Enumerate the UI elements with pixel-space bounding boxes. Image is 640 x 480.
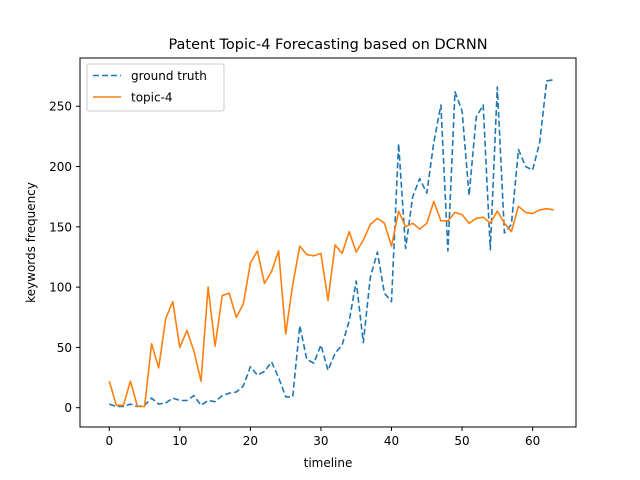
y-tick-label: 100: [49, 281, 72, 295]
x-tick-label: 10: [172, 434, 187, 448]
plot-area: [80, 58, 576, 427]
legend-label-ground-truth: ground truth: [131, 69, 207, 83]
x-axis: 0 10 20 30 40 50 60: [105, 427, 540, 448]
legend-label-topic-4: topic-4: [131, 91, 173, 105]
series-layer: [109, 80, 554, 407]
plot-frame: [80, 58, 576, 427]
y-tick-label: 0: [64, 401, 72, 415]
y-tick-label: 200: [49, 160, 72, 174]
x-tick-label: 20: [243, 434, 258, 448]
y-tick-label: 50: [57, 341, 72, 355]
y-tick-label: 150: [49, 220, 72, 234]
y-axis: 0 50 100 150 200 250: [49, 100, 80, 415]
legend: ground truth topic-4: [87, 64, 224, 111]
series-line-ground-truth: [109, 80, 554, 407]
y-axis-label: keywords frequency: [24, 182, 38, 303]
chart-title: Patent Topic-4 Forecasting based on DCRN…: [168, 37, 487, 53]
x-tick-label: 30: [313, 434, 328, 448]
x-tick-label: 50: [454, 434, 469, 448]
x-axis-label: timeline: [304, 456, 353, 470]
y-tick-label: 250: [49, 100, 72, 114]
series-line-topic-4: [109, 202, 554, 407]
x-tick-label: 60: [525, 434, 540, 448]
x-tick-label: 40: [384, 434, 399, 448]
x-tick-label: 0: [105, 434, 113, 448]
